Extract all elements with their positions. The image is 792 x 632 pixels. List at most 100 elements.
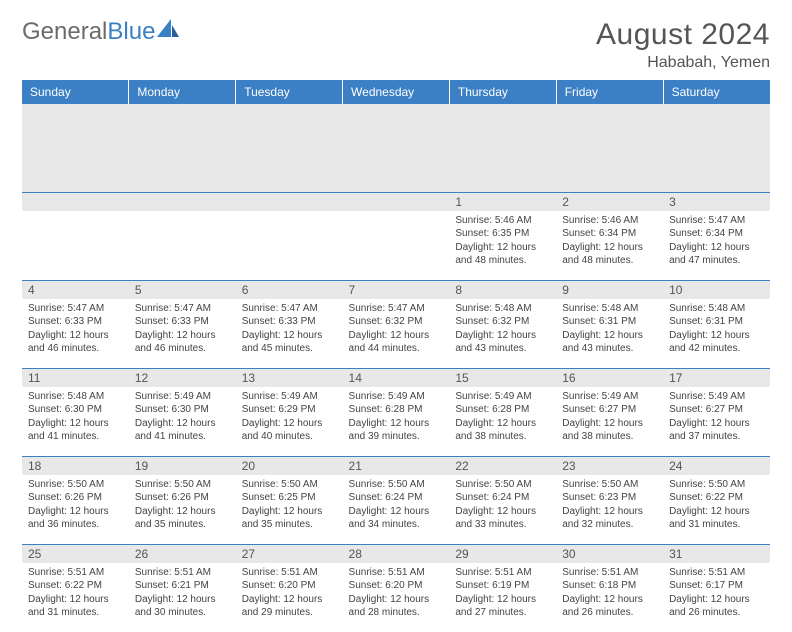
day-details: Sunrise: 5:51 AMSunset: 6:18 PMDaylight:… bbox=[556, 563, 663, 624]
calendar-cell: 28Sunrise: 5:51 AMSunset: 6:20 PMDayligh… bbox=[343, 544, 450, 632]
calendar-row: 11Sunrise: 5:48 AMSunset: 6:30 PMDayligh… bbox=[22, 368, 770, 456]
day-details: Sunrise: 5:49 AMSunset: 6:29 PMDaylight:… bbox=[236, 387, 343, 448]
day-details: Sunrise: 5:47 AMSunset: 6:33 PMDaylight:… bbox=[22, 299, 129, 360]
calendar-cell: 20Sunrise: 5:50 AMSunset: 6:25 PMDayligh… bbox=[236, 456, 343, 544]
day-number: 27 bbox=[236, 545, 343, 563]
calendar-cell: 1Sunrise: 5:46 AMSunset: 6:35 PMDaylight… bbox=[449, 192, 556, 280]
brand-sail-icon bbox=[157, 19, 179, 39]
header: GeneralBlue August 2024 Hababah, Yemen bbox=[22, 18, 770, 72]
calendar-cell: 30Sunrise: 5:51 AMSunset: 6:18 PMDayligh… bbox=[556, 544, 663, 632]
day-number bbox=[22, 193, 129, 211]
day-number: 26 bbox=[129, 545, 236, 563]
day-details: Sunrise: 5:50 AMSunset: 6:24 PMDaylight:… bbox=[449, 475, 556, 536]
calendar-cell: 7Sunrise: 5:47 AMSunset: 6:32 PMDaylight… bbox=[343, 280, 450, 368]
day-number bbox=[343, 193, 450, 211]
calendar-cell: 25Sunrise: 5:51 AMSunset: 6:22 PMDayligh… bbox=[22, 544, 129, 632]
day-details: Sunrise: 5:49 AMSunset: 6:27 PMDaylight:… bbox=[556, 387, 663, 448]
calendar-cell: 11Sunrise: 5:48 AMSunset: 6:30 PMDayligh… bbox=[22, 368, 129, 456]
day-number bbox=[236, 193, 343, 211]
calendar-cell bbox=[343, 192, 450, 280]
day-number: 22 bbox=[449, 457, 556, 475]
calendar-cell: 26Sunrise: 5:51 AMSunset: 6:21 PMDayligh… bbox=[129, 544, 236, 632]
weekday-header: Wednesday bbox=[343, 80, 450, 104]
day-number: 25 bbox=[22, 545, 129, 563]
day-number: 6 bbox=[236, 281, 343, 299]
calendar-cell: 17Sunrise: 5:49 AMSunset: 6:27 PMDayligh… bbox=[663, 368, 770, 456]
day-number: 18 bbox=[22, 457, 129, 475]
day-details: Sunrise: 5:51 AMSunset: 6:22 PMDaylight:… bbox=[22, 563, 129, 624]
day-details: Sunrise: 5:47 AMSunset: 6:32 PMDaylight:… bbox=[343, 299, 450, 360]
calendar-cell: 23Sunrise: 5:50 AMSunset: 6:23 PMDayligh… bbox=[556, 456, 663, 544]
day-details: Sunrise: 5:51 AMSunset: 6:20 PMDaylight:… bbox=[236, 563, 343, 624]
day-number: 8 bbox=[449, 281, 556, 299]
calendar-cell: 29Sunrise: 5:51 AMSunset: 6:19 PMDayligh… bbox=[449, 544, 556, 632]
day-details: Sunrise: 5:50 AMSunset: 6:26 PMDaylight:… bbox=[22, 475, 129, 536]
day-details: Sunrise: 5:48 AMSunset: 6:31 PMDaylight:… bbox=[556, 299, 663, 360]
weekday-header-row: SundayMondayTuesdayWednesdayThursdayFrid… bbox=[22, 80, 770, 104]
day-number: 13 bbox=[236, 369, 343, 387]
day-details: Sunrise: 5:51 AMSunset: 6:17 PMDaylight:… bbox=[663, 563, 770, 624]
day-number: 5 bbox=[129, 281, 236, 299]
weekday-header: Tuesday bbox=[236, 80, 343, 104]
day-details: Sunrise: 5:47 AMSunset: 6:33 PMDaylight:… bbox=[129, 299, 236, 360]
brand-logo: GeneralBlue bbox=[22, 18, 179, 46]
day-details: Sunrise: 5:50 AMSunset: 6:26 PMDaylight:… bbox=[129, 475, 236, 536]
brand-name-b: Blue bbox=[107, 18, 155, 46]
day-details: Sunrise: 5:46 AMSunset: 6:34 PMDaylight:… bbox=[556, 211, 663, 272]
day-number: 3 bbox=[663, 193, 770, 211]
calendar-cell: 22Sunrise: 5:50 AMSunset: 6:24 PMDayligh… bbox=[449, 456, 556, 544]
weekday-header: Sunday bbox=[22, 80, 129, 104]
day-details: Sunrise: 5:49 AMSunset: 6:28 PMDaylight:… bbox=[449, 387, 556, 448]
calendar-cell: 21Sunrise: 5:50 AMSunset: 6:24 PMDayligh… bbox=[343, 456, 450, 544]
calendar-row: 25Sunrise: 5:51 AMSunset: 6:22 PMDayligh… bbox=[22, 544, 770, 632]
day-details: Sunrise: 5:51 AMSunset: 6:20 PMDaylight:… bbox=[343, 563, 450, 624]
day-number: 1 bbox=[449, 193, 556, 211]
calendar-table: SundayMondayTuesdayWednesdayThursdayFrid… bbox=[22, 80, 770, 632]
day-number: 15 bbox=[449, 369, 556, 387]
calendar-cell bbox=[22, 192, 129, 280]
day-number: 4 bbox=[22, 281, 129, 299]
day-details: Sunrise: 5:48 AMSunset: 6:31 PMDaylight:… bbox=[663, 299, 770, 360]
day-details: Sunrise: 5:47 AMSunset: 6:33 PMDaylight:… bbox=[236, 299, 343, 360]
calendar-cell: 14Sunrise: 5:49 AMSunset: 6:28 PMDayligh… bbox=[343, 368, 450, 456]
day-details: Sunrise: 5:51 AMSunset: 6:19 PMDaylight:… bbox=[449, 563, 556, 624]
day-number: 30 bbox=[556, 545, 663, 563]
calendar-row: 18Sunrise: 5:50 AMSunset: 6:26 PMDayligh… bbox=[22, 456, 770, 544]
day-details: Sunrise: 5:49 AMSunset: 6:28 PMDaylight:… bbox=[343, 387, 450, 448]
weekday-header: Saturday bbox=[663, 80, 770, 104]
day-number: 12 bbox=[129, 369, 236, 387]
day-number: 17 bbox=[663, 369, 770, 387]
calendar-cell: 10Sunrise: 5:48 AMSunset: 6:31 PMDayligh… bbox=[663, 280, 770, 368]
day-number bbox=[129, 193, 236, 211]
day-number: 24 bbox=[663, 457, 770, 475]
calendar-cell: 12Sunrise: 5:49 AMSunset: 6:30 PMDayligh… bbox=[129, 368, 236, 456]
day-number: 20 bbox=[236, 457, 343, 475]
day-number: 14 bbox=[343, 369, 450, 387]
calendar-cell: 13Sunrise: 5:49 AMSunset: 6:29 PMDayligh… bbox=[236, 368, 343, 456]
calendar-cell: 27Sunrise: 5:51 AMSunset: 6:20 PMDayligh… bbox=[236, 544, 343, 632]
day-number: 19 bbox=[129, 457, 236, 475]
day-number: 21 bbox=[343, 457, 450, 475]
calendar-cell: 3Sunrise: 5:47 AMSunset: 6:34 PMDaylight… bbox=[663, 192, 770, 280]
day-details: Sunrise: 5:48 AMSunset: 6:30 PMDaylight:… bbox=[22, 387, 129, 448]
weekday-header: Thursday bbox=[449, 80, 556, 104]
day-number: 11 bbox=[22, 369, 129, 387]
calendar-cell: 18Sunrise: 5:50 AMSunset: 6:26 PMDayligh… bbox=[22, 456, 129, 544]
weekday-header: Friday bbox=[556, 80, 663, 104]
day-details: Sunrise: 5:50 AMSunset: 6:25 PMDaylight:… bbox=[236, 475, 343, 536]
day-number: 16 bbox=[556, 369, 663, 387]
weekday-header: Monday bbox=[129, 80, 236, 104]
calendar-cell: 24Sunrise: 5:50 AMSunset: 6:22 PMDayligh… bbox=[663, 456, 770, 544]
month-title: August 2024 bbox=[596, 18, 770, 52]
calendar-cell: 5Sunrise: 5:47 AMSunset: 6:33 PMDaylight… bbox=[129, 280, 236, 368]
calendar-cell bbox=[129, 192, 236, 280]
calendar-cell: 15Sunrise: 5:49 AMSunset: 6:28 PMDayligh… bbox=[449, 368, 556, 456]
day-details: Sunrise: 5:49 AMSunset: 6:30 PMDaylight:… bbox=[129, 387, 236, 448]
brand-name-a: General bbox=[22, 18, 107, 46]
calendar-cell: 6Sunrise: 5:47 AMSunset: 6:33 PMDaylight… bbox=[236, 280, 343, 368]
day-details: Sunrise: 5:47 AMSunset: 6:34 PMDaylight:… bbox=[663, 211, 770, 272]
calendar-cell: 31Sunrise: 5:51 AMSunset: 6:17 PMDayligh… bbox=[663, 544, 770, 632]
day-details: Sunrise: 5:51 AMSunset: 6:21 PMDaylight:… bbox=[129, 563, 236, 624]
calendar-row: 1Sunrise: 5:46 AMSunset: 6:35 PMDaylight… bbox=[22, 192, 770, 280]
day-number: 28 bbox=[343, 545, 450, 563]
